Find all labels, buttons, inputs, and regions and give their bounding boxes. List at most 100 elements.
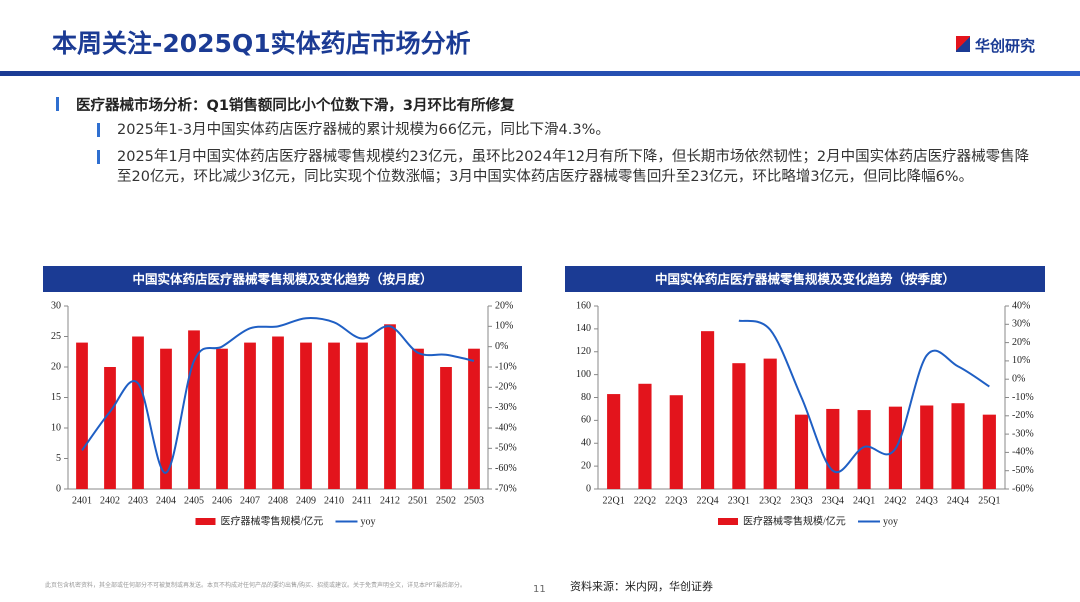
bar [669,395,683,489]
bar [412,348,424,489]
bar [763,358,777,489]
bar [826,408,840,489]
y2-tick-label: -40% [1012,447,1034,458]
bar [638,383,652,489]
chart-title-bar [43,266,522,292]
line [738,319,990,474]
x-tick-label: 24Q2 [884,495,906,506]
bar [607,394,621,489]
x-tick-label: 22Q1 [603,495,625,506]
x-tick-label: 23Q3 [790,495,812,506]
bar [468,348,480,489]
y-tick-label: 20 [581,460,591,471]
y2-tick-label: -50% [495,443,517,454]
bar [857,410,871,489]
bullet-heading: 医疗器械市场分析：Q1销售额同比小个位数下滑，3月环比有所修复 [76,98,515,114]
bar [920,405,934,489]
y-tick-label: 60 [581,415,591,426]
x-tick-label: 2411 [352,495,372,506]
y2-tick-label: -60% [1012,483,1034,494]
bullet-item: 2025年1月中国实体药店医疗器械零售规模约23亿元，虽环比2024年12月有所… [117,149,1030,185]
y2-tick-label: 40% [1012,300,1030,311]
y-tick-label: 30 [51,300,61,311]
y-tick-label: 100 [576,369,591,380]
y2-tick-label: -40% [495,422,517,433]
x-tick-label: 2412 [380,495,400,506]
chart-title: 中国实体药店医疗器械零售规模及变化趋势（按月度） [132,272,432,287]
chart-title-bar [565,266,1045,292]
x-tick-label: 23Q2 [759,495,781,506]
bar [384,324,396,489]
y2-tick-label: -60% [495,463,517,474]
legend-swatch [718,518,738,525]
bar [982,414,996,489]
y-tick-label: 0 [586,483,591,494]
bar [272,336,284,489]
x-tick-label: 24Q1 [853,495,875,506]
y-tick-label: 0 [56,483,61,494]
y-tick-label: 5 [56,453,61,464]
y2-tick-label: 10% [1012,355,1030,366]
bullet-item: 2025年1-3月中国实体药店医疗器械的累计规模为66亿元，同比下滑4.3%。 [117,122,610,138]
bar [328,342,340,489]
x-tick-label: 2403 [128,495,148,506]
legend-label: yoy [883,516,898,527]
x-tick-label: 2404 [156,495,176,506]
y-tick-label: 140 [576,323,591,334]
y-tick-label: 20 [51,361,61,372]
x-tick-label: 2402 [100,495,120,506]
source: 资料来源：米内网，华创证券 [570,580,713,593]
y-tick-label: 15 [51,392,61,403]
y2-tick-label: 0% [1012,373,1025,384]
x-tick-label: 2410 [324,495,344,506]
x-tick-label: 25Q1 [978,495,1000,506]
x-tick-label: 2407 [240,495,260,506]
y2-tick-label: 30% [1012,319,1030,330]
y2-tick-label: -20% [1012,410,1034,421]
y2-tick-label: -30% [495,402,517,413]
y2-tick-label: -10% [495,361,517,372]
y2-tick-label: -30% [1012,428,1034,439]
bar [244,342,256,489]
legend-swatch [195,518,216,525]
page-number: 11 [533,584,546,595]
bar [132,336,144,489]
y-tick-label: 25 [51,331,61,342]
x-tick-label: 2408 [268,495,288,506]
y2-tick-label: -10% [1012,392,1034,403]
y-tick-label: 80 [581,392,591,403]
y2-tick-label: -50% [1012,465,1034,476]
y-tick-label: 10 [51,422,61,433]
x-tick-label: 2502 [436,495,456,506]
x-tick-label: 24Q4 [947,495,969,506]
legend-label: 医疗器械零售规模/亿元 [221,514,324,527]
bar [76,342,88,489]
y-tick-label: 40 [581,438,591,449]
bullet-mark [97,123,100,137]
bar [160,348,172,489]
bar [794,414,809,489]
disclaimer: 此页包含机密资料，其全部或任何部分不可被复制或再发送。本页不构成对任何产品的要约… [45,582,466,589]
x-tick-label: 2409 [296,495,316,506]
legend-label: 医疗器械零售规模/亿元 [743,514,846,527]
bar [701,331,715,489]
y2-tick-label: 0% [495,341,508,352]
x-tick-label: 23Q4 [822,495,844,506]
x-tick-label: 22Q3 [665,495,687,506]
y-tick-label: 160 [576,300,591,311]
chart-title: 中国实体药店医疗器械零售规模及变化趋势（按季度） [655,272,955,287]
line [81,317,475,474]
y2-tick-label: 20% [1012,337,1030,348]
y-tick-label: 120 [576,346,591,357]
x-tick-label: 2503 [464,495,484,506]
x-tick-label: 22Q4 [696,495,718,506]
x-tick-label: 2401 [72,495,92,506]
bar [732,363,746,489]
x-tick-label: 2406 [212,495,232,506]
y2-tick-label: 10% [495,321,513,332]
bar [104,367,116,489]
slide-title: 本周关注-2025Q1实体药店市场分析 [52,29,471,58]
bar [216,348,228,489]
